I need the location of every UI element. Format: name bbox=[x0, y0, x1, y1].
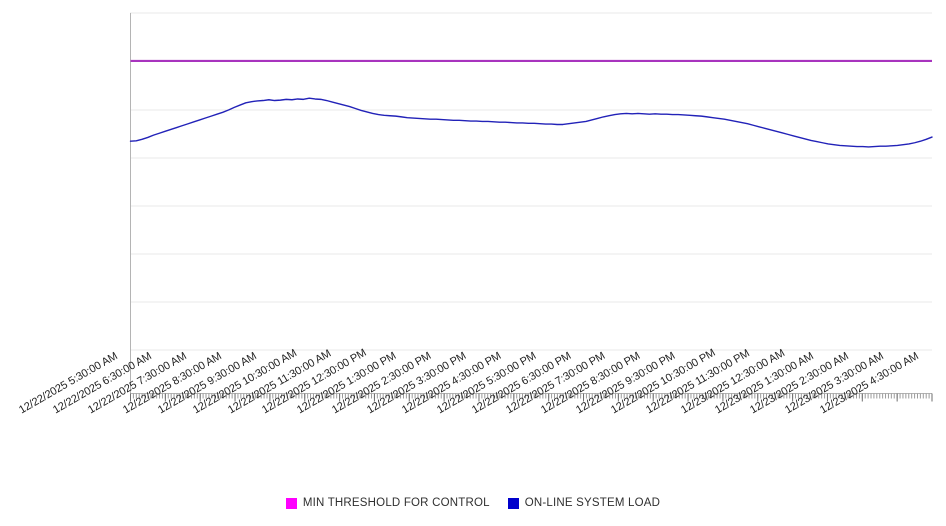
legend-label-online-system-load: ON-LINE SYSTEM LOAD bbox=[524, 497, 661, 509]
x-axis-major-ticks bbox=[130, 393, 933, 402]
legend-swatch-blue bbox=[507, 497, 519, 509]
online-system-load-series-line bbox=[129, 97, 933, 148]
legend-label-min-threshold: MIN THRESHOLD FOR CONTROL bbox=[302, 497, 490, 509]
legend-entry-online-system-load[interactable]: ON-LINE SYSTEM LOAD bbox=[507, 497, 661, 509]
gridlines bbox=[130, 12, 932, 351]
chart-legend: MIN THRESHOLD FOR CONTROL ON-LINE SYSTEM… bbox=[0, 497, 946, 509]
legend-swatch-magenta bbox=[285, 497, 297, 509]
x-axis-minor-ticks bbox=[130, 393, 933, 399]
legend-entry-min-threshold[interactable]: MIN THRESHOLD FOR CONTROL bbox=[285, 497, 490, 509]
plot-axis-lines bbox=[130, 13, 932, 394]
